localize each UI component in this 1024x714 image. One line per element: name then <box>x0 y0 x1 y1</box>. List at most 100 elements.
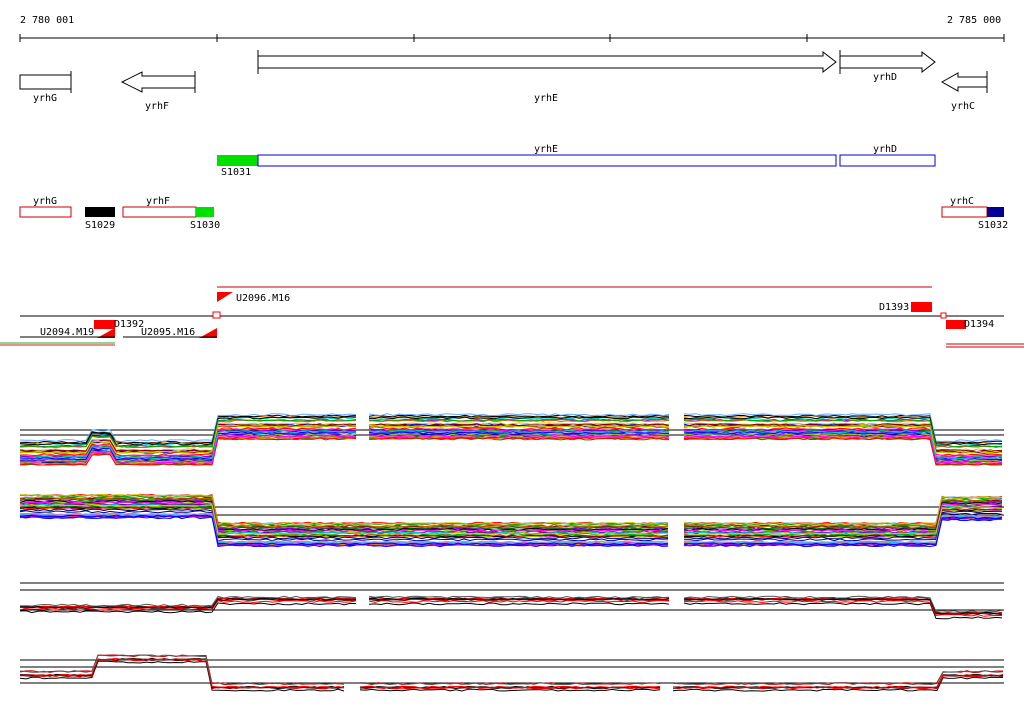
profile-trace <box>683 598 1003 615</box>
expression-profiles <box>19 413 1004 692</box>
profile-trace <box>368 424 670 428</box>
segment-yrhC[interactable] <box>941 206 988 218</box>
profile-trace <box>368 595 670 599</box>
profile-trace <box>368 419 670 423</box>
profile-trace <box>683 517 1003 547</box>
profile-trace <box>683 595 1003 613</box>
marker-label: U2096.M16 <box>236 293 290 304</box>
profile-trace <box>19 515 669 547</box>
marker-box[interactable] <box>940 312 947 319</box>
profile-trace <box>19 419 357 449</box>
profile-trace <box>19 427 357 457</box>
segment-label: yrhC <box>950 196 974 207</box>
profile-trace <box>368 437 670 440</box>
marker-D1392[interactable] <box>94 320 115 329</box>
profile-trace <box>683 506 1003 535</box>
profile-trace <box>19 654 345 686</box>
profile-trace <box>683 419 1003 449</box>
profile-trace <box>368 413 670 417</box>
profile-trace <box>368 428 670 432</box>
segment-id-label: S1029 <box>85 220 115 231</box>
profile-trace <box>683 429 1003 459</box>
gene-yrhF[interactable]: yrhF <box>120 71 196 112</box>
start-segment[interactable] <box>217 155 258 166</box>
segment-black[interactable] <box>85 207 115 217</box>
profile-trace <box>683 600 1002 617</box>
profile-trace <box>19 493 669 525</box>
profile-trace <box>19 600 357 611</box>
profile-trace <box>359 688 661 692</box>
coordinate-ruler: 2 780 001 2 785 000 <box>19 15 1005 42</box>
profile-trace <box>19 424 357 454</box>
profile-trace <box>19 505 669 537</box>
profile-trace <box>19 437 357 466</box>
profile-trace <box>368 423 670 427</box>
profile-trace <box>683 602 1003 620</box>
profile-trace <box>368 599 670 603</box>
profile-trace <box>683 512 1003 542</box>
profile-trace <box>20 657 345 689</box>
marker-label: U2094.M19 <box>40 327 94 338</box>
profile-trace <box>683 503 1003 533</box>
gene-yrhC[interactable]: yrhC <box>940 71 988 112</box>
marker-box[interactable] <box>212 311 221 319</box>
profile-trace <box>683 495 1003 525</box>
profile-trace <box>19 413 357 443</box>
profile-trace <box>19 416 357 446</box>
profile-trace <box>368 435 670 439</box>
profile-trace <box>19 510 669 542</box>
profile-trace <box>19 414 357 444</box>
gene-yrhG[interactable]: yrhG <box>19 71 72 104</box>
marker-flag[interactable] <box>217 292 233 302</box>
profile-trace <box>20 512 669 544</box>
profile-trace <box>19 431 357 461</box>
profile-trace <box>368 414 670 418</box>
ruler-start-label: 2 780 001 <box>20 15 74 26</box>
segment-yrhF[interactable] <box>122 206 197 218</box>
transcript-track: yrhE yrhD S1031 <box>217 144 936 178</box>
profile-trace <box>19 595 357 607</box>
profile-trace <box>683 413 1003 443</box>
profile-trace <box>683 423 1003 453</box>
ruler-end-label: 2 785 000 <box>947 15 1001 26</box>
transcript-yrhE[interactable] <box>257 154 837 167</box>
profile-trace <box>683 437 1003 466</box>
profile-trace <box>19 496 669 528</box>
profile-trace <box>368 602 670 606</box>
profile-trace <box>672 676 1003 692</box>
profile-trace <box>683 428 1003 458</box>
profile-trace <box>368 434 670 438</box>
profile-trace <box>19 501 669 533</box>
marker-track: U2096.M16 D1393 U2094.M19 D1392 U2095.M1… <box>0 286 1024 348</box>
transcript-label: yrhE <box>534 144 558 155</box>
profile-trace <box>19 602 357 614</box>
transcript-label: yrhD <box>873 144 897 155</box>
segment-blue[interactable] <box>987 207 1004 217</box>
profile-trace <box>19 418 357 448</box>
marker-flag[interactable] <box>97 328 115 338</box>
marker-D1394[interactable] <box>946 320 966 329</box>
gene-yrhE[interactable]: yrhE <box>257 50 837 104</box>
segment-green[interactable] <box>196 207 214 217</box>
profile-trace <box>683 516 1003 546</box>
segment-id-label: S1030 <box>190 220 220 231</box>
profile-trace <box>683 598 1003 616</box>
marker-label: D1394 <box>964 319 994 330</box>
marker-D1393[interactable] <box>911 302 932 312</box>
marker-flag[interactable] <box>199 328 217 338</box>
segment-track: yrhG S1029 yrhF S1030 yrhC S1032 <box>19 196 1008 231</box>
segment-id-label: S1032 <box>978 220 1008 231</box>
profile-trace <box>19 503 669 535</box>
transcript-yrhD[interactable] <box>839 154 936 167</box>
profile-trace <box>683 598 1003 615</box>
profile-trace <box>672 673 1004 689</box>
gene-yrhD[interactable]: yrhD <box>839 50 936 83</box>
segment-yrhG[interactable] <box>19 206 72 218</box>
profile-trace <box>19 597 357 609</box>
segment-id-label: S1031 <box>221 167 251 178</box>
profile-trace <box>683 434 1003 464</box>
marker-label: D1393 <box>879 302 909 313</box>
profile-trace <box>683 418 1003 448</box>
gene-label: yrhC <box>951 101 975 112</box>
